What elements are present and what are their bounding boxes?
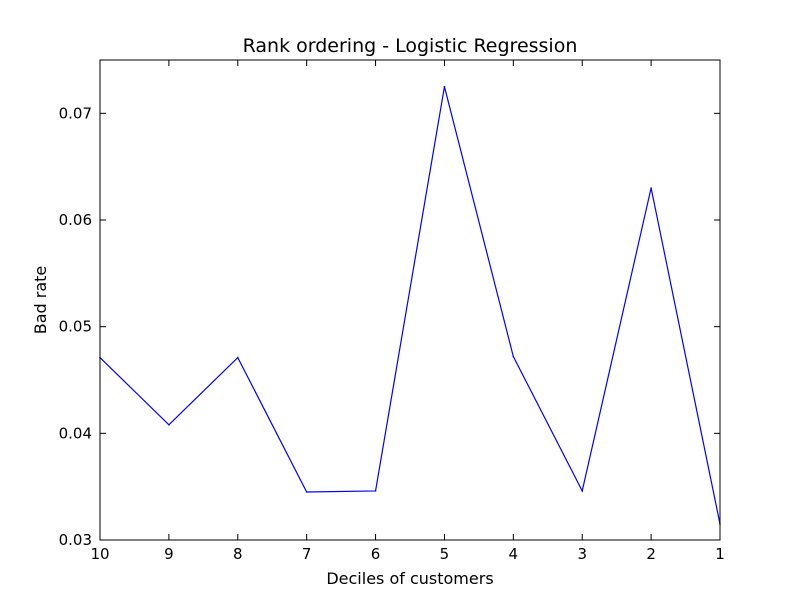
data-point	[168, 424, 170, 426]
y-tick-label: 0.03	[59, 531, 92, 549]
x-axis-label: Deciles of customers	[326, 569, 493, 588]
data-point	[374, 490, 377, 492]
data-point	[512, 355, 515, 358]
y-tick-label: 0.06	[59, 211, 92, 229]
x-tick-label: 1	[715, 545, 725, 563]
series-line	[99, 86, 721, 525]
x-tick-label: 6	[371, 545, 381, 563]
x-tick-label: 8	[233, 545, 243, 563]
x-tick-label: 5	[440, 545, 450, 563]
data-point	[236, 356, 239, 359]
x-tick-label: 3	[577, 545, 587, 563]
data-point	[443, 85, 446, 88]
x-tick-label: 4	[509, 545, 519, 563]
data-point	[581, 490, 584, 492]
x-tick-label: 2	[646, 545, 656, 563]
y-axis-label: Bad rate	[31, 266, 50, 335]
x-tick-label: 10	[90, 545, 109, 563]
plot-frame	[99, 59, 721, 541]
data-point	[650, 187, 652, 189]
y-tick-label: 0.07	[59, 104, 92, 122]
x-tick-label: 9	[164, 545, 174, 563]
y-tick-label: 0.05	[59, 318, 92, 336]
data-point	[305, 491, 308, 493]
y-tick-label: 0.04	[59, 424, 92, 442]
x-tick-label: 7	[302, 545, 312, 563]
chart-title: Rank ordering - Logistic Regression	[243, 35, 578, 57]
